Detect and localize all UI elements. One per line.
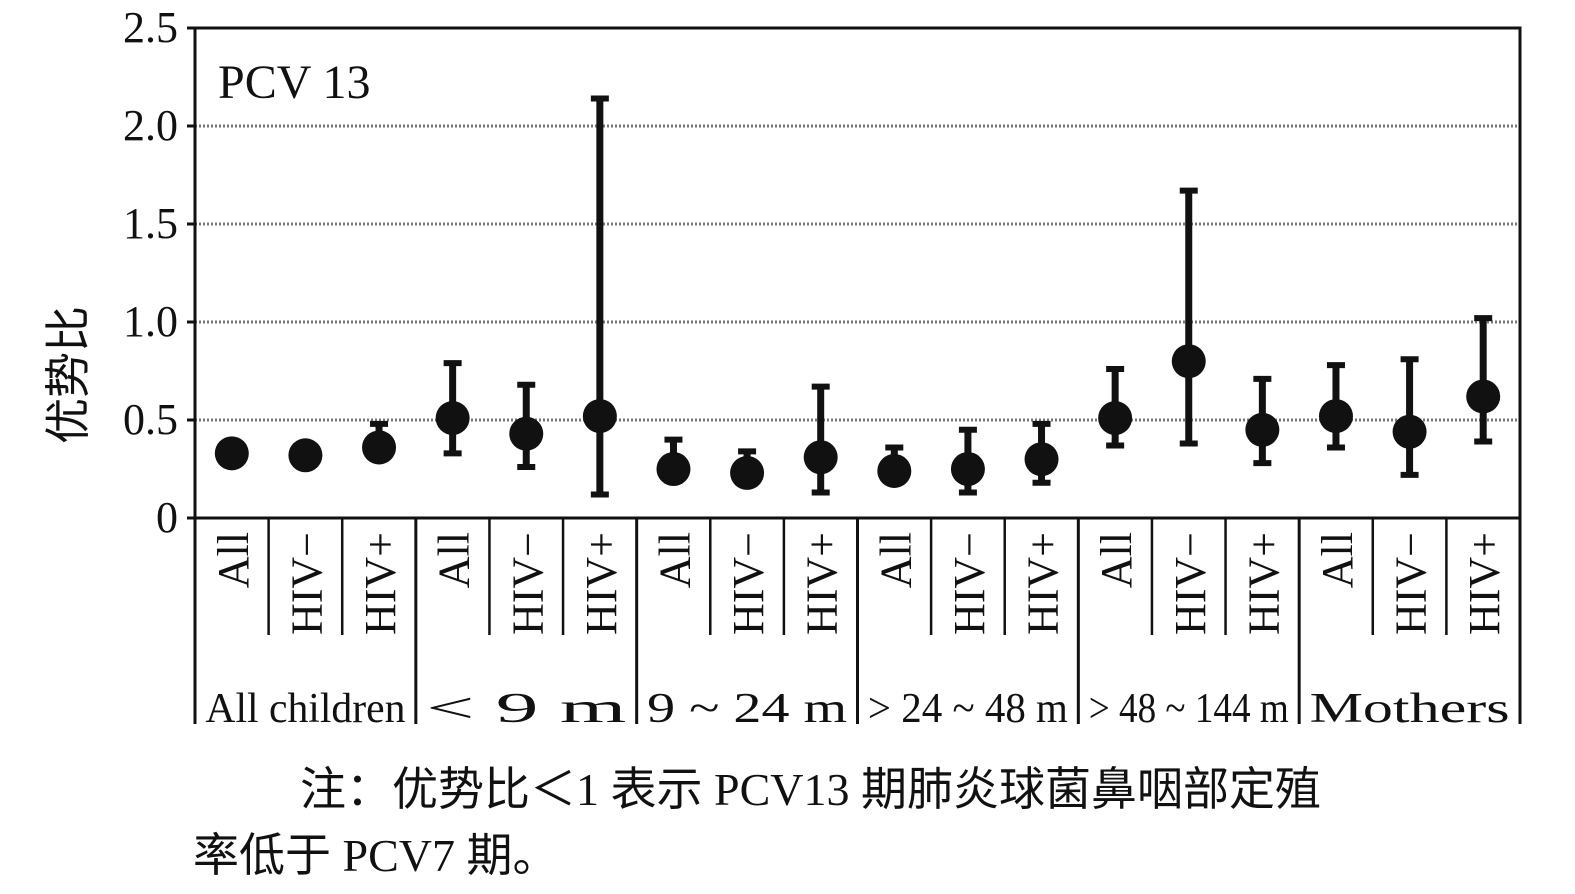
x-tick-label: HIV− xyxy=(1387,532,1436,635)
data-point xyxy=(656,452,691,486)
y-tick-label: 1.0 xyxy=(123,297,178,346)
y-tick-label: 2.0 xyxy=(123,101,178,150)
x-tick-label: HIV− xyxy=(945,532,994,635)
y-tick-label: 2.5 xyxy=(123,3,178,52)
y-axis-label: 优势比 xyxy=(41,306,95,444)
data-point xyxy=(1171,344,1206,379)
x-tick-label: HIV+ xyxy=(1239,532,1288,635)
x-tick-label: HIV− xyxy=(1166,532,1215,635)
y-tick-label: 0.5 xyxy=(123,395,178,444)
data-point xyxy=(1392,414,1427,449)
data-point xyxy=(803,440,838,475)
data-point xyxy=(435,401,470,436)
x-tick-label: HIV− xyxy=(724,532,773,635)
data-point xyxy=(1098,401,1133,436)
x-tick-label: HIV+ xyxy=(356,532,405,635)
data-point xyxy=(509,416,544,451)
data-point xyxy=(1318,399,1353,434)
panel-label: PCV 13 xyxy=(218,56,371,109)
x-tick-label: All xyxy=(871,532,920,588)
note-line-1: 注：优势比＜1 表示 PCV13 期肺炎球菌鼻咽部定殖 xyxy=(300,764,1321,815)
group-label: 9 ~ 24 m xyxy=(647,686,847,732)
x-tick-label: All xyxy=(1313,532,1362,588)
data-point xyxy=(950,452,985,486)
data-point xyxy=(730,455,765,490)
x-tick-label: HIV− xyxy=(282,532,331,635)
data-point xyxy=(1245,412,1280,447)
data-point xyxy=(877,453,912,488)
group-label: > 24 ~ 48 m xyxy=(868,686,1068,732)
note-line-2: 率低于 PCV7 期。 xyxy=(193,830,559,881)
data-point xyxy=(288,438,323,473)
x-tick-label: HIV+ xyxy=(577,532,626,635)
x-tick-label: HIV+ xyxy=(1460,532,1509,635)
group-label: > 48 ~ 144 m xyxy=(1089,686,1289,732)
data-point xyxy=(582,399,617,434)
data-point xyxy=(1024,442,1059,477)
x-tick-label: All xyxy=(430,532,479,588)
x-tick-label: HIV− xyxy=(503,532,552,635)
x-tick-label: HIV+ xyxy=(1019,532,1068,635)
x-tick-label: HIV+ xyxy=(798,532,847,635)
y-tick-label: 1.5 xyxy=(123,199,178,248)
x-tick-label: All xyxy=(1092,532,1141,588)
x-tick-label: All xyxy=(209,532,258,588)
data-point xyxy=(214,436,249,471)
x-tick-label: All xyxy=(650,532,699,588)
data-point xyxy=(362,430,397,465)
group-label: < 9 m xyxy=(426,686,627,732)
y-tick-label: 0 xyxy=(156,493,178,542)
group-label: Mothers xyxy=(1310,686,1510,732)
group-label: All children xyxy=(205,686,405,732)
data-point xyxy=(1466,379,1501,414)
